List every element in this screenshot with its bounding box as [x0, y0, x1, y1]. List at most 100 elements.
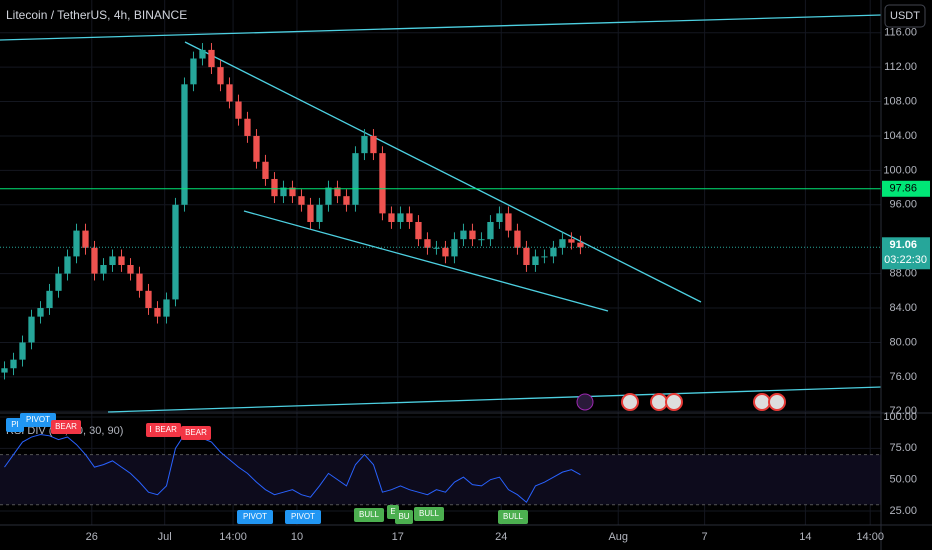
candle-body: [379, 153, 386, 214]
candle-body: [262, 161, 269, 179]
candle-body: [460, 230, 467, 240]
signal: PIVOT: [285, 510, 321, 524]
candle-body: [37, 308, 44, 317]
candle-body: [289, 187, 296, 197]
candle-body: [487, 221, 494, 240]
candle-body: [64, 256, 71, 274]
candle-body: [154, 308, 161, 317]
candle-body: [370, 135, 377, 154]
signal: PIVOT: [20, 413, 56, 427]
signal-tag: [498, 510, 528, 524]
y-tick-label: 50.00: [889, 474, 917, 486]
event-icons: [576, 393, 786, 411]
x-tick-label: Jul: [158, 531, 172, 543]
candle-body: [298, 196, 305, 205]
grid: [0, 0, 881, 525]
candle-body: [577, 242, 584, 248]
signal: BEAR: [51, 420, 81, 434]
candle-body: [469, 230, 476, 240]
candle-body: [397, 213, 404, 222]
x-tick-label: 24: [495, 531, 507, 543]
signal-label: BULL: [503, 512, 524, 521]
signal-label: BEAR: [55, 422, 77, 431]
candle-body: [226, 84, 233, 102]
candle-body: [343, 196, 350, 205]
signal-tag: [181, 426, 211, 440]
signal-label: BULL: [359, 510, 380, 519]
y-tick-label: 100.00: [883, 411, 917, 423]
candle-body: [46, 290, 53, 309]
trend-line: [243, 210, 609, 312]
candle-body: [55, 273, 62, 291]
signal: PIVOT: [237, 510, 273, 524]
candle-body: [316, 204, 323, 222]
signal: BULL: [354, 508, 384, 522]
y-tick-label: 76.00: [889, 371, 917, 383]
signal: PI: [6, 418, 24, 432]
candle-body: [361, 135, 368, 154]
x-tick-label: 17: [392, 531, 404, 543]
candle-body: [280, 187, 287, 197]
y-tick-label: 108.00: [883, 95, 917, 107]
x-tick-label: 10: [291, 531, 303, 543]
y-tick-label: 88.00: [889, 268, 917, 280]
event-icon: [650, 393, 668, 411]
candle-body: [496, 213, 503, 222]
signal-label: PIVOT: [243, 512, 267, 521]
candle-body: [253, 135, 260, 162]
candle-body: [190, 58, 197, 85]
signal-label: PIVOT: [291, 512, 315, 521]
candle-body: [514, 230, 521, 248]
price-level-tag: [882, 180, 930, 197]
signal: BEAR: [151, 423, 181, 437]
event-icon: [768, 393, 786, 411]
y-tick-label: 104.00: [883, 130, 917, 142]
candle-body: [145, 290, 152, 309]
candle-body: [172, 204, 179, 300]
y-tick-label: 84.00: [889, 302, 917, 314]
candle-body: [568, 239, 575, 243]
x-tick-label: 14: [799, 531, 811, 543]
y-tick-label: 100.00: [883, 164, 917, 176]
y-tick-label: 96.00: [889, 199, 917, 211]
candle-body: [442, 247, 449, 257]
signal-tag: [354, 508, 384, 522]
candle-body: [235, 101, 242, 119]
trend-line: [184, 41, 702, 303]
candle-body: [415, 221, 422, 240]
last-price-label: 91.06: [889, 239, 917, 251]
currency-label[interactable]: USDT: [890, 10, 920, 22]
candle-body: [91, 247, 98, 274]
event-icon: [753, 393, 771, 411]
candle-body: [334, 187, 341, 197]
y-tick-label: 116.00: [884, 27, 917, 39]
candle-body: [127, 265, 134, 274]
signal-tag: [237, 510, 273, 524]
last-price-tag: [882, 237, 930, 270]
candle-body: [388, 213, 395, 222]
candle-body: [118, 256, 125, 266]
y-tick-label: 25.00: [889, 505, 917, 517]
candle-body: [82, 230, 89, 248]
signal-label: E: [390, 507, 395, 516]
event-icon: [621, 393, 639, 411]
signal-label: PIVOT: [26, 415, 50, 424]
candle-body: [433, 247, 440, 249]
candle-body: [550, 247, 557, 257]
candle-body: [199, 49, 206, 59]
chart-title: Litecoin / TetherUS, 4h, BINANCE: [6, 8, 187, 22]
x-tick-label: Aug: [608, 531, 628, 543]
candle-body: [109, 256, 116, 266]
candle-body: [352, 153, 359, 205]
currency-button[interactable]: [884, 4, 926, 28]
candle-body: [541, 256, 548, 258]
signal: BU: [395, 510, 413, 524]
price-level-label: 97.86: [889, 183, 917, 195]
candle-body: [19, 342, 26, 360]
trend-line: [107, 386, 882, 413]
candle-body: [451, 239, 458, 257]
signal-tag: [395, 510, 413, 524]
signal: BULL: [498, 510, 528, 524]
